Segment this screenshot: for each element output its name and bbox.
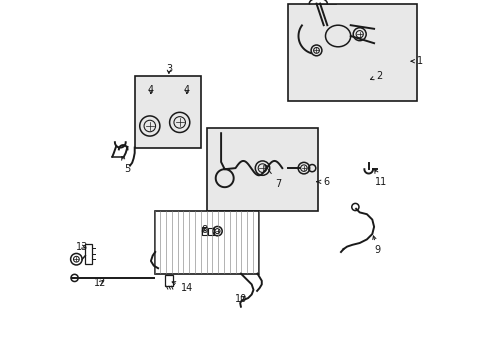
Bar xyxy=(164,275,172,286)
Text: 9: 9 xyxy=(372,236,380,255)
Text: 2: 2 xyxy=(369,71,382,81)
Text: 8: 8 xyxy=(202,225,207,235)
Text: 1: 1 xyxy=(416,56,423,66)
Bar xyxy=(207,228,213,235)
Text: 14: 14 xyxy=(172,282,193,293)
Text: 5: 5 xyxy=(122,157,130,174)
Text: 7: 7 xyxy=(264,165,281,189)
Bar xyxy=(154,211,258,274)
Text: 13: 13 xyxy=(76,242,88,252)
Text: 4: 4 xyxy=(183,85,189,95)
Text: 6: 6 xyxy=(323,177,329,187)
Bar xyxy=(85,244,92,264)
Text: 11: 11 xyxy=(374,170,386,187)
Text: 3: 3 xyxy=(165,64,172,74)
Text: 4: 4 xyxy=(147,85,154,95)
Bar xyxy=(287,4,416,101)
Text: 12: 12 xyxy=(94,278,106,288)
Text: 10: 10 xyxy=(234,294,246,304)
Bar xyxy=(206,128,318,211)
Bar xyxy=(134,76,201,148)
Bar xyxy=(202,227,206,235)
